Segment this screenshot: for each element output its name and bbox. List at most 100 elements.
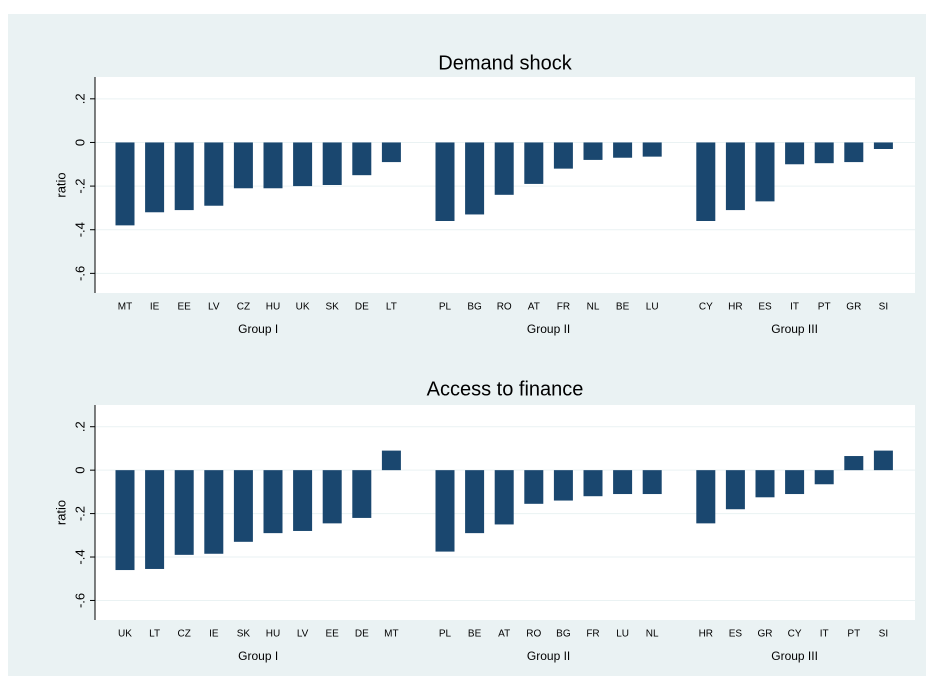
bar xyxy=(322,470,342,524)
bar xyxy=(696,470,716,524)
x-tick-label: CZ xyxy=(178,629,191,640)
bar xyxy=(233,142,253,189)
x-tick-label: SK xyxy=(326,302,340,313)
bar xyxy=(204,470,224,554)
bar xyxy=(263,142,283,189)
x-tick-label: SI xyxy=(879,302,888,313)
bar xyxy=(642,470,662,495)
bar xyxy=(613,470,633,495)
y-tick-label: -.2 xyxy=(72,506,87,521)
group-label: Group III xyxy=(771,322,818,336)
x-tick-label: BE xyxy=(468,629,482,640)
x-tick-label: PT xyxy=(847,629,860,640)
x-tick-label: EE xyxy=(326,629,340,640)
bar xyxy=(755,142,775,202)
x-tick-label: BE xyxy=(616,302,630,313)
x-tick-label: HU xyxy=(266,302,280,313)
y-axis-label: ratio xyxy=(53,500,68,525)
y-tick-label: -.2 xyxy=(72,179,87,194)
x-tick-label: NL xyxy=(587,302,600,313)
x-tick-label: SK xyxy=(237,629,251,640)
x-tick-label: GR xyxy=(846,302,861,313)
x-tick-label: AT xyxy=(528,302,540,313)
x-tick-label: RO xyxy=(497,302,512,313)
bar xyxy=(814,142,834,164)
bar xyxy=(642,142,662,157)
bar xyxy=(494,470,514,525)
group-label: Group II xyxy=(527,322,570,336)
bar xyxy=(293,470,313,531)
x-tick-label: IE xyxy=(209,629,219,640)
x-tick-label: UK xyxy=(118,629,132,640)
y-tick-label: -.4 xyxy=(72,222,87,237)
y-tick-label: .2 xyxy=(72,421,87,432)
x-tick-label: PL xyxy=(439,629,452,640)
bar xyxy=(465,470,485,534)
bar xyxy=(785,470,805,495)
y-tick-label: .2 xyxy=(72,93,87,104)
x-tick-label: LU xyxy=(616,629,629,640)
bar xyxy=(873,450,893,471)
x-tick-label: LU xyxy=(646,302,659,313)
y-tick-label: -.6 xyxy=(72,266,87,281)
bar xyxy=(465,142,485,215)
y-tick-label: 0 xyxy=(72,467,87,474)
bar xyxy=(725,142,745,211)
bar xyxy=(755,470,775,498)
bar xyxy=(381,142,401,163)
x-tick-label: SI xyxy=(879,629,888,640)
x-tick-label: HR xyxy=(699,629,713,640)
bar xyxy=(553,142,573,169)
x-tick-label: NL xyxy=(646,629,659,640)
bar xyxy=(435,142,455,221)
bar xyxy=(174,142,194,211)
x-tick-label: AT xyxy=(498,629,510,640)
bar xyxy=(115,470,135,571)
bar xyxy=(613,142,633,158)
x-tick-label: MT xyxy=(118,302,132,313)
y-tick-label: -.6 xyxy=(72,593,87,608)
group-label: Group II xyxy=(527,649,570,663)
chart-title: Access to finance xyxy=(427,378,584,400)
bar xyxy=(494,142,514,195)
x-tick-label: FR xyxy=(586,629,599,640)
bar xyxy=(873,142,893,149)
y-axis-label: ratio xyxy=(53,172,68,197)
bar xyxy=(844,142,864,163)
bar xyxy=(696,142,716,221)
bar xyxy=(352,142,372,176)
x-tick-label: IE xyxy=(150,302,160,313)
bar xyxy=(381,450,401,471)
bar xyxy=(553,470,573,501)
x-tick-label: UK xyxy=(296,302,310,313)
bar xyxy=(293,142,313,187)
x-tick-label: HR xyxy=(728,302,742,313)
bar xyxy=(263,470,283,534)
x-tick-label: ES xyxy=(758,302,772,313)
group-label: Group I xyxy=(238,649,278,663)
x-tick-label: DE xyxy=(355,302,369,313)
x-tick-label: IT xyxy=(820,629,829,640)
x-tick-label: CZ xyxy=(237,302,250,313)
x-tick-label: BG xyxy=(556,629,571,640)
bar xyxy=(145,142,165,213)
x-tick-label: PT xyxy=(818,302,831,313)
x-tick-label: BG xyxy=(467,302,482,313)
x-tick-label: PL xyxy=(439,302,452,313)
bar xyxy=(524,470,544,504)
group-label: Group I xyxy=(238,322,278,336)
x-tick-label: IT xyxy=(790,302,799,313)
group-label: Group III xyxy=(771,649,818,663)
x-tick-label: FR xyxy=(557,302,570,313)
bar xyxy=(583,142,603,160)
bar xyxy=(145,470,165,569)
bar xyxy=(725,470,745,510)
bar xyxy=(115,142,135,226)
x-tick-label: ES xyxy=(729,629,743,640)
bar xyxy=(524,142,544,184)
x-tick-label: GR xyxy=(758,629,773,640)
x-tick-label: CY xyxy=(788,629,802,640)
chart-title: Demand shock xyxy=(438,52,572,74)
x-tick-label: DE xyxy=(355,629,369,640)
